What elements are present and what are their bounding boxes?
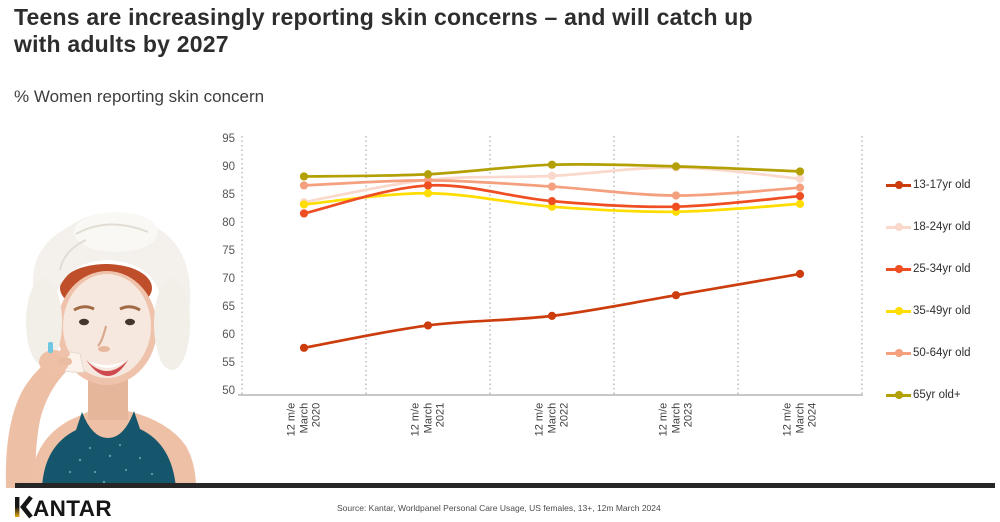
chart-subtitle: % Women reporting skin concern: [14, 87, 265, 106]
data-point: [795, 174, 805, 183]
legend-label: 13-17yr old: [913, 179, 971, 191]
legend-item-50-64yr old: 50-64yr old: [886, 345, 971, 361]
series-line-13-17yr old: [303, 272, 801, 350]
legend-item-18-24yr old: 18-24yr old: [886, 219, 971, 235]
data-point: [671, 162, 681, 171]
legend-label: 65yr old+: [913, 389, 961, 401]
data-point: [299, 172, 309, 181]
legend-swatch: [886, 219, 911, 235]
data-point: [299, 200, 309, 209]
data-point: [423, 181, 433, 190]
y-tick-label: 60: [222, 328, 235, 341]
data-point: [299, 209, 309, 218]
legend-label: 18-24yr old: [913, 221, 971, 233]
data-point: [795, 269, 805, 278]
y-tick-label: 55: [222, 356, 235, 369]
data-point: [423, 170, 433, 179]
legend-swatch: [886, 177, 911, 193]
y-tick-label: 80: [222, 216, 235, 229]
data-point: [671, 191, 681, 200]
kantar-k-arms: [20, 495, 33, 519]
data-point: [423, 321, 433, 330]
legend-item-13-17yr old: 13-17yr old: [886, 177, 971, 193]
y-tick-label: 65: [222, 300, 235, 313]
y-tick-label: 90: [222, 160, 235, 173]
x-category-label: 12 m/e March 2023: [657, 402, 695, 437]
woman-face-mask-photo: [5, 212, 196, 488]
legend-item-65yr old+: 65yr old+: [886, 387, 961, 403]
data-point: [547, 171, 557, 180]
kantar-logo-text: ANTAR: [33, 496, 112, 520]
page-title: Teens are increasingly reporting skin co…: [14, 4, 914, 58]
data-point: [547, 197, 557, 206]
legend-item-35-49yr old: 35-49yr old: [886, 303, 971, 319]
x-category-label: 12 m/e March 2020: [285, 402, 323, 437]
y-tick-label: 95: [222, 132, 235, 145]
x-category-label: 12 m/e March 2022: [533, 402, 571, 437]
data-point: [795, 183, 805, 192]
data-point: [671, 202, 681, 211]
data-point: [795, 199, 805, 208]
data-point: [299, 343, 309, 352]
y-tick-label: 50: [222, 384, 235, 397]
data-point: [299, 181, 309, 190]
data-point: [795, 167, 805, 176]
legend-item-25-34yr old: 25-34yr old: [886, 261, 971, 277]
title-line-2: with adults by 2027: [14, 31, 229, 57]
x-category-label: 12 m/e March 2024: [781, 402, 819, 437]
source-note: Source: Kantar, Worldpanel Personal Care…: [337, 503, 661, 513]
legend-label: 35-49yr old: [913, 305, 971, 317]
y-tick-label: 85: [222, 188, 235, 201]
title-line-1: Teens are increasingly reporting skin co…: [14, 4, 753, 30]
y-tick-label: 70: [222, 272, 235, 285]
legend-swatch: [886, 303, 911, 319]
footer-divider: [15, 483, 995, 488]
kantar-logo: ANTAR: [15, 495, 112, 520]
legend-label: 50-64yr old: [913, 347, 971, 359]
data-point: [547, 160, 557, 169]
legend-swatch: [886, 387, 911, 403]
kantar-k-stem: [15, 497, 20, 517]
legend-swatch: [886, 261, 911, 277]
data-point: [423, 189, 433, 198]
legend-label: 25-34yr old: [913, 263, 971, 275]
data-point: [547, 311, 557, 320]
legend-swatch: [886, 345, 911, 361]
x-category-label: 12 m/e March 2021: [409, 402, 447, 437]
y-tick-label: 75: [222, 244, 235, 257]
data-point: [795, 191, 805, 201]
data-point: [671, 291, 681, 300]
data-point: [547, 182, 557, 191]
